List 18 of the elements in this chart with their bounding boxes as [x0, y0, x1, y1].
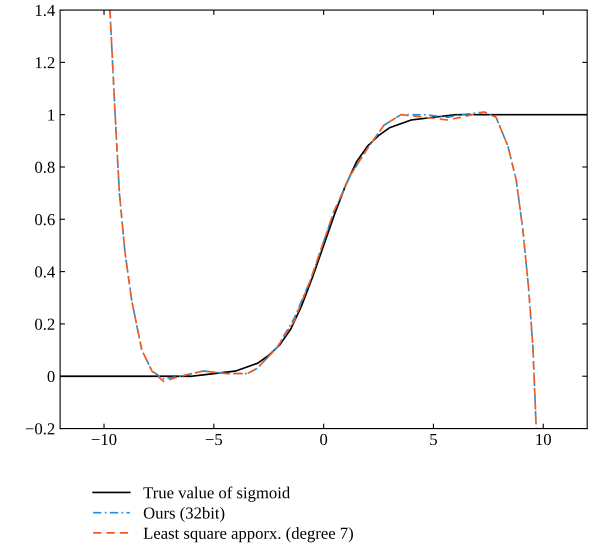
y-tick-label: −0.2	[26, 423, 54, 435]
y-tick-label: 1.4	[36, 4, 55, 16]
y-tick-label: 0.8	[35, 162, 55, 173]
y-tick-label: 1	[48, 109, 54, 120]
legend-label: Ours (32bit)	[144, 506, 224, 522]
y-tick-label: 0.6	[35, 214, 55, 226]
x-tick-label: −10	[92, 434, 116, 446]
x-tick-label: 5	[430, 434, 437, 446]
x-tick-label: 10	[536, 434, 551, 446]
y-tick-label: 1.2	[36, 57, 54, 68]
legend-label: True value of sigmoid	[143, 486, 290, 502]
x-tick-label: −5	[206, 434, 222, 446]
y-tick-label: 0	[48, 370, 55, 382]
x-tick-label: 0	[320, 434, 328, 446]
legend-label: Least square apporx. (degree 7)	[144, 527, 353, 542]
y-tick-label: 0.4	[35, 266, 55, 278]
y-tick-label: 0.2	[35, 318, 54, 330]
line-series	[109, 10, 538, 429]
